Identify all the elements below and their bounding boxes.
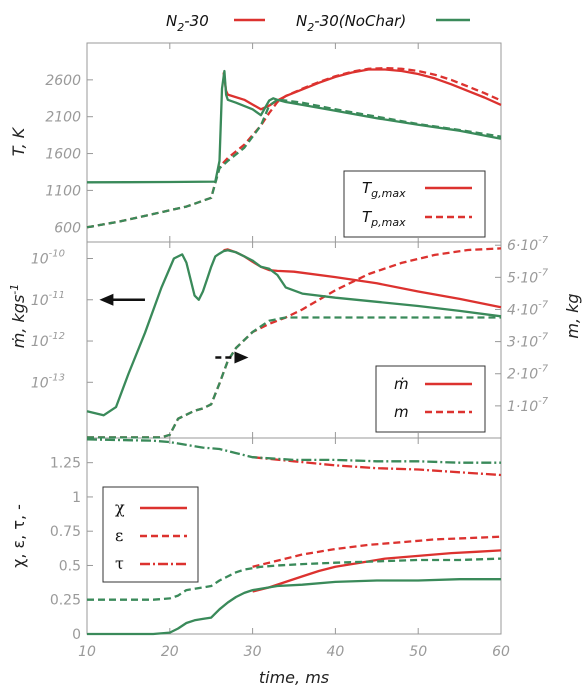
p2-series-line xyxy=(87,316,501,439)
legend-tau-label: τ xyxy=(115,554,124,573)
legend-m-label: m xyxy=(394,403,409,421)
p1-ytick-label: 1100 xyxy=(45,183,81,199)
p2-ytick-left-label: 10-13 xyxy=(31,372,65,391)
p3-ytick-label: 0.75 xyxy=(50,524,81,540)
p3-ytick-label: 1 xyxy=(72,490,81,506)
panel3-legend: χ ε τ xyxy=(102,486,199,583)
xtick-label: 30 xyxy=(244,644,262,660)
series-layer xyxy=(86,66,502,636)
panel2-ylabel: ṁ, kgs-1 xyxy=(8,284,28,348)
panel2-ylabel-right: m, kg xyxy=(563,293,582,338)
xtick-label: 50 xyxy=(409,644,427,660)
p2-ytick-right-label: 4·10-7 xyxy=(507,299,549,318)
legend-tg-max-label: Tg,max xyxy=(362,179,406,200)
p2-ytick-right-label: 5·10-7 xyxy=(507,267,549,286)
arrow-left-head xyxy=(99,293,114,306)
p1-ytick-label: 1600 xyxy=(45,147,81,163)
panel1-legend: Tg,max Tp,max xyxy=(343,170,486,238)
p3-series-line xyxy=(86,438,501,464)
p3-ytick-label: 0 xyxy=(72,627,81,643)
p3-series-line xyxy=(252,535,502,568)
p2-ytick-right-label: 3·10-7 xyxy=(507,332,549,351)
p2-ytick-left-label: 10-12 xyxy=(31,331,65,350)
legend-tp-max-label: Tp,max xyxy=(362,208,406,229)
p1-ytick-label: 600 xyxy=(54,220,81,236)
legend-n2-30-label: N2-30 xyxy=(166,12,209,34)
p2-series-line xyxy=(86,249,502,417)
xtick-label: 40 xyxy=(326,644,344,660)
p2-ytick-right-label: 2·10-7 xyxy=(507,364,549,383)
p2-ytick-right-label: 1·10-7 xyxy=(507,396,549,415)
top-legend: N2-30 N2-30(NoChar) xyxy=(166,12,470,34)
xtick-label: 10 xyxy=(78,644,96,660)
p1-series-line xyxy=(86,98,502,229)
p3-series-line xyxy=(252,456,502,477)
x-axis-label: time, ms xyxy=(259,668,329,687)
legend-n2-30-nochar-label: N2-30(NoChar) xyxy=(296,12,406,34)
xtick-label: 60 xyxy=(492,644,510,660)
panel1-ylabel: T, K xyxy=(9,126,28,156)
p3-series-line xyxy=(252,549,502,593)
panel3-ylabel: χ, ε, τ, - xyxy=(9,504,28,568)
ticks-layer: 600110016002100260010-1310-1210-1110-101… xyxy=(31,43,549,660)
arrows-layer xyxy=(99,293,249,364)
arrow-right-head xyxy=(234,351,249,364)
panel-coefficients-frame xyxy=(86,437,502,635)
xtick-label: 20 xyxy=(161,644,179,660)
p2-ytick-left-label: 10-10 xyxy=(31,249,65,268)
p1-series-line xyxy=(222,68,502,111)
p2-ytick-right-label: 6·10-7 xyxy=(507,235,549,254)
p3-series-line xyxy=(87,557,502,601)
p2-ytick-left-label: 10-11 xyxy=(31,290,65,309)
legend-chi-label: χ xyxy=(115,498,125,517)
p3-ytick-label: 0.25 xyxy=(50,593,81,609)
legend-mdot-label: ṁ xyxy=(394,375,409,393)
p1-series-line xyxy=(86,69,502,184)
p1-ytick-label: 2100 xyxy=(45,110,81,126)
p3-ytick-label: 1.25 xyxy=(50,456,81,472)
p1-ytick-label: 2600 xyxy=(45,73,81,89)
panel2-legend: ṁ m xyxy=(375,365,486,433)
legend-eps-label: ε xyxy=(115,526,123,545)
p3-series-line xyxy=(87,578,501,636)
p3-ytick-label: 0.5 xyxy=(59,558,81,574)
